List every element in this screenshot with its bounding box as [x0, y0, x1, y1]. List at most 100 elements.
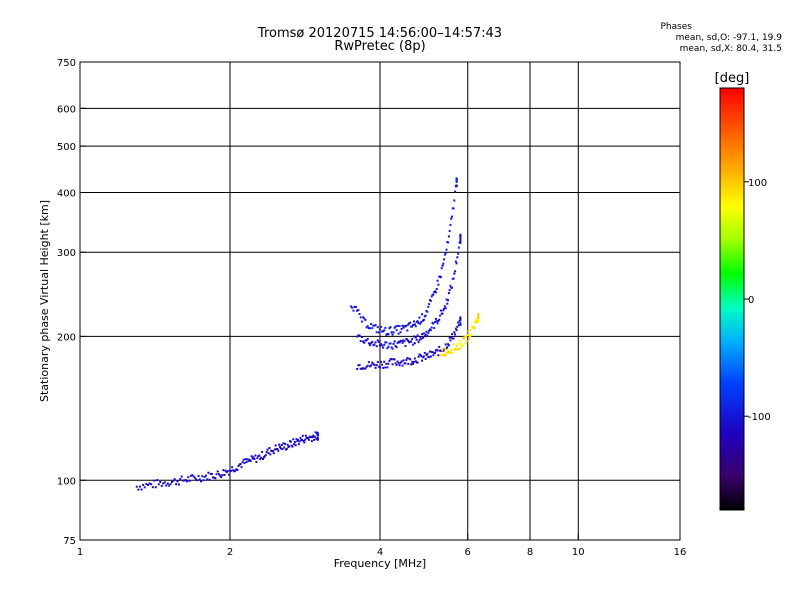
data-point: [239, 463, 242, 466]
data-point: [366, 325, 369, 328]
data-point: [434, 317, 437, 320]
data-point: [245, 461, 248, 464]
data-point: [434, 320, 437, 323]
data-point: [370, 364, 373, 367]
data-point: [232, 469, 235, 472]
data-point: [357, 309, 360, 312]
data-point: [172, 479, 175, 482]
chart-title-line2: RwPretec (8p): [334, 39, 426, 54]
data-point: [376, 326, 379, 329]
data-point: [453, 199, 456, 202]
data-point: [455, 329, 458, 332]
data-point: [302, 439, 305, 442]
data-point: [261, 450, 264, 453]
data-point: [147, 484, 150, 487]
colorbar-tick-label: 0: [748, 295, 754, 306]
data-point: [351, 306, 354, 309]
data-point: [196, 479, 199, 482]
data-point: [459, 316, 462, 319]
data-point: [266, 448, 269, 451]
data-point: [219, 474, 222, 477]
data-point: [423, 335, 426, 338]
data-point: [455, 180, 458, 183]
data-point: [394, 345, 397, 348]
data-point: [233, 470, 236, 473]
data-point: [372, 344, 375, 347]
data-point: [352, 309, 355, 312]
data-point: [398, 341, 401, 344]
data-point: [454, 333, 457, 336]
data-point: [307, 438, 310, 441]
data-point: [411, 338, 414, 341]
data-point: [280, 444, 283, 447]
data-point: [369, 344, 372, 347]
data-point: [385, 333, 388, 336]
data-point: [418, 339, 421, 342]
data-point: [447, 235, 450, 238]
data-point: [469, 328, 472, 331]
data-point: [231, 466, 234, 469]
data-point: [377, 365, 380, 368]
data-point: [248, 458, 251, 461]
data-point: [243, 462, 246, 465]
data-point: [264, 454, 267, 457]
data-point: [384, 366, 387, 369]
data-point: [429, 329, 432, 332]
data-point: [459, 233, 462, 236]
data-point: [363, 341, 366, 344]
data-point: [471, 325, 474, 328]
data-point: [288, 445, 291, 448]
data-point: [204, 474, 207, 477]
data-point: [374, 341, 377, 344]
data-point: [189, 474, 192, 477]
data-point: [381, 344, 384, 347]
data-point: [426, 352, 429, 355]
data-point: [413, 357, 416, 360]
data-point: [425, 330, 428, 333]
data-point: [230, 469, 233, 472]
data-point: [443, 253, 446, 256]
data-point: [359, 367, 362, 370]
x-tick-label: 4: [377, 547, 383, 558]
data-point: [451, 286, 454, 289]
data-point: [459, 319, 462, 322]
data-point: [247, 459, 250, 462]
grid: [80, 62, 680, 540]
data-point: [150, 483, 153, 486]
data-point: [240, 466, 243, 469]
data-point: [214, 477, 217, 480]
data-point: [216, 470, 219, 473]
data-point: [363, 317, 366, 320]
data-point: [370, 323, 373, 326]
data-point: [367, 361, 370, 364]
data-point: [392, 331, 395, 334]
data-point: [452, 207, 455, 210]
data-point: [477, 319, 480, 322]
data-point: [242, 458, 245, 461]
data-point: [407, 323, 410, 326]
data-point: [356, 368, 359, 371]
data-point: [221, 474, 224, 477]
data-point: [381, 363, 384, 366]
data-point: [157, 483, 160, 486]
data-point: [470, 334, 473, 337]
data-point: [456, 325, 459, 328]
data-point: [291, 445, 294, 448]
data-point: [445, 298, 448, 301]
data-point: [398, 364, 401, 367]
data-point: [412, 362, 415, 365]
data-point: [395, 346, 398, 349]
data-point: [400, 340, 403, 343]
data-point: [442, 262, 445, 265]
data-point: [424, 333, 427, 336]
data-point: [234, 469, 237, 472]
data-point: [451, 333, 454, 336]
data-point: [176, 480, 179, 483]
data-point: [201, 475, 204, 478]
data-point: [241, 461, 244, 464]
data-point: [235, 468, 238, 471]
data-point: [160, 484, 163, 487]
data-point: [459, 317, 462, 320]
data-point: [279, 447, 282, 450]
data-point: [311, 436, 314, 439]
